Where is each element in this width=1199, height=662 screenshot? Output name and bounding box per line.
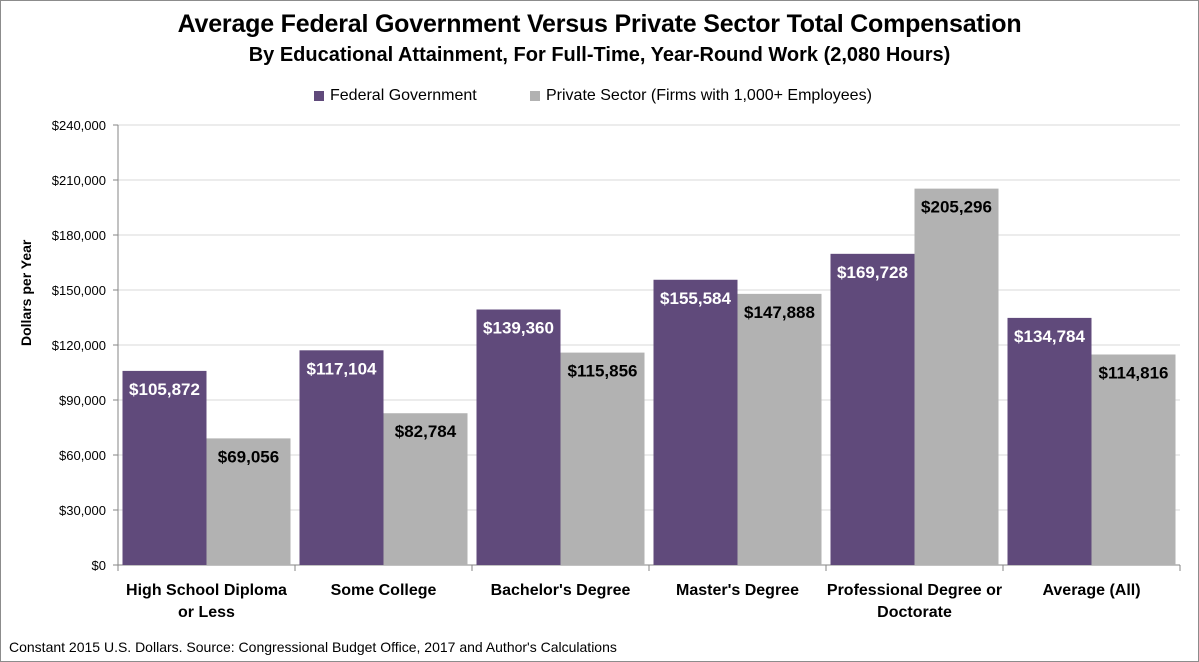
bar-federal [830, 253, 915, 565]
bar-private [737, 293, 822, 565]
chart-subtitle: By Educational Attainment, For Full-Time… [248, 44, 951, 66]
bar-federal [476, 309, 561, 565]
bar-private [914, 188, 999, 565]
x-tick-label: Master's Degree [676, 582, 799, 599]
bar-federal [299, 350, 384, 565]
bar-federal [122, 370, 207, 565]
y-tick-label: $0 [92, 558, 106, 573]
bar-federal [1007, 317, 1092, 565]
source-note: Constant 2015 U.S. Dollars. Source: Cong… [9, 639, 617, 655]
y-tick-label: $180,000 [52, 228, 106, 243]
data-label: $134,784 [1014, 327, 1085, 346]
y-tick-label: $30,000 [59, 503, 106, 518]
x-tick-label: Average (All) [1042, 582, 1140, 599]
legend-item-private: Private Sector (Firms with 1,000+ Employ… [530, 87, 872, 105]
legend-swatch-federal [314, 91, 324, 101]
data-label: $147,888 [744, 303, 815, 322]
bar-private [560, 352, 645, 565]
x-tick-label: Professional Degree or [827, 582, 1002, 599]
data-label: $82,784 [395, 422, 457, 441]
y-tick-label: $150,000 [52, 283, 106, 298]
y-tick-label: $120,000 [52, 338, 106, 353]
data-label: $105,872 [129, 380, 200, 399]
legend-swatch-private [530, 91, 540, 101]
data-label: $115,856 [568, 362, 638, 381]
chart-title: Average Federal Government Versus Privat… [177, 10, 1022, 38]
bar-private [1091, 354, 1176, 565]
bar-private [206, 438, 291, 565]
y-tick-label: $240,000 [52, 118, 106, 133]
data-label: $169,728 [837, 263, 908, 282]
data-label: $69,056 [218, 447, 279, 466]
legend-item-federal: Federal Government [314, 87, 477, 105]
data-label: $117,104 [307, 359, 378, 378]
data-label: $205,296 [921, 198, 992, 217]
bar-federal [653, 279, 738, 565]
x-tick-label: Doctorate [877, 604, 952, 621]
y-tick-label: $90,000 [59, 393, 106, 408]
data-label: $114,816 [1099, 364, 1169, 383]
y-tick-label: $60,000 [59, 448, 106, 463]
legend-label-private: Private Sector (Firms with 1,000+ Employ… [546, 87, 872, 104]
x-tick-label: Bachelor's Degree [491, 582, 631, 599]
x-tick-label: or Less [178, 604, 235, 621]
bar-private [383, 413, 468, 565]
x-tick-label: High School Diploma [126, 582, 287, 599]
data-label: $139,360 [483, 319, 554, 338]
x-tick-label: Some College [331, 582, 437, 599]
data-label: $155,584 [660, 289, 731, 308]
legend-label-federal: Federal Government [330, 87, 477, 104]
y-tick-label: $210,000 [52, 173, 106, 188]
